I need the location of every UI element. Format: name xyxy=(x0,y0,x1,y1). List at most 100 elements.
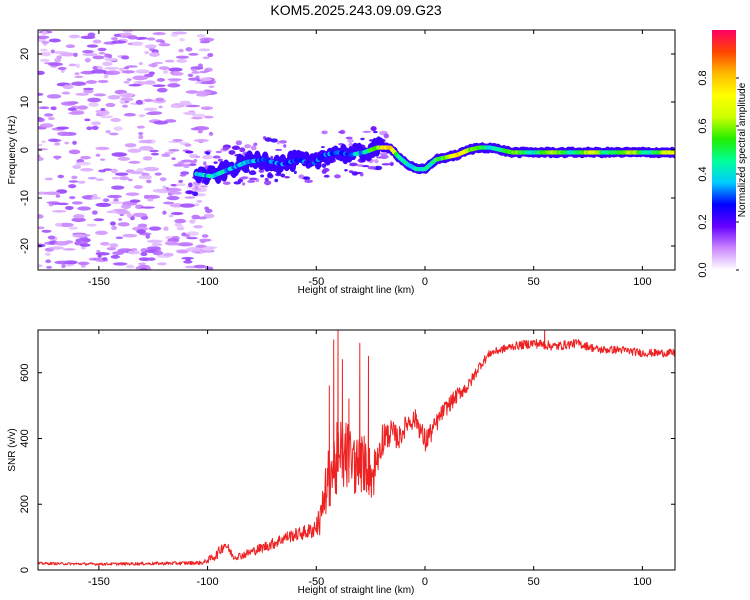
spectrogram-noise-blob xyxy=(40,51,51,57)
spectrogram-noise-blob xyxy=(50,106,57,111)
spectrogram-noise-blob xyxy=(117,222,130,227)
spectrogram-noise-blob xyxy=(170,104,180,108)
spectrogram-noise-blob xyxy=(174,218,187,224)
spectrogram-noise-blob xyxy=(380,154,389,160)
spectrogram-noise-blob xyxy=(51,139,62,142)
spectrogram-noise-blob xyxy=(248,177,258,181)
spectrogram-noise-blob xyxy=(356,164,364,167)
spectrogram-noise-blob xyxy=(173,163,185,167)
spectrogram-noise-blob xyxy=(38,156,44,162)
spectrogram-noise-blob xyxy=(184,196,196,199)
spectrogram-noise-blob xyxy=(258,169,265,173)
spectrogram-noise-blob xyxy=(240,176,249,179)
spectrogram-noise-blob xyxy=(126,213,132,218)
spectrogram-noise-blob xyxy=(138,139,153,144)
spectrogram-ytick-label: 20 xyxy=(19,48,31,60)
spectrogram-noise-blob xyxy=(196,200,203,203)
spectrogram-noise-blob xyxy=(279,140,287,144)
spectrogram-noise-blob xyxy=(104,57,118,62)
spectrogram-noise-blob xyxy=(115,236,123,240)
spectrogram-noise-blob xyxy=(74,72,80,76)
spectrogram-noise-blob xyxy=(61,91,71,95)
spectrogram-noise-blob xyxy=(45,252,51,256)
spectrogram-noise-blob xyxy=(146,37,156,41)
spectrogram-ridge xyxy=(193,136,675,186)
spectrogram-noise-blob xyxy=(111,185,125,190)
spectrogram-noise-blob xyxy=(86,44,99,48)
spectrogram-xtick-label: -150 xyxy=(88,276,110,288)
spectrogram-noise-blob xyxy=(132,212,148,218)
spectrogram-noise-blob xyxy=(92,193,98,198)
spectrogram-noise-blob xyxy=(153,120,169,125)
spectrogram-noise-blob xyxy=(150,152,160,156)
spectrogram-noise-blob xyxy=(107,94,121,100)
spectrogram-noise-blob xyxy=(185,247,202,252)
spectrogram-noise-blob xyxy=(110,168,118,174)
spectrogram-noise-blob xyxy=(199,250,206,254)
spectrogram-noise-blob xyxy=(75,161,91,166)
spectrogram-noise-blob xyxy=(95,178,104,182)
spectrogram-noise-blob xyxy=(41,30,48,36)
spectrogram-noise-blob xyxy=(180,171,190,175)
spectrogram-noise-blob xyxy=(54,222,62,227)
spectrogram-noise-blob xyxy=(176,250,189,254)
spectrogram-noise-blob xyxy=(140,267,148,270)
colorbar-tick-label: 0.2 xyxy=(697,214,709,229)
spectrogram-noise-blob xyxy=(176,59,187,63)
snr-ytick-label: 0 xyxy=(19,567,31,573)
spectrogram-noise-blob xyxy=(138,146,154,151)
spectrogram-noise-blob xyxy=(199,185,208,188)
spectrogram-noise-blob xyxy=(95,230,108,236)
spectrogram-noise-blob xyxy=(192,113,206,118)
colorbar-tick-label: 0.4 xyxy=(697,166,709,181)
spectrogram-noise-blob xyxy=(110,118,122,123)
spectrogram-noise-blob xyxy=(370,126,377,132)
spectrogram-noise-blob xyxy=(98,169,107,173)
spectrogram-noise-blob xyxy=(53,51,69,54)
spectrogram-noise-blob xyxy=(143,166,160,172)
spectrogram-noise-blob xyxy=(205,151,211,155)
spectrogram-noise-blob xyxy=(162,185,167,190)
spectrogram-noise-blob xyxy=(97,47,107,52)
snr-xtick-label: -100 xyxy=(197,576,219,588)
spectrogram-noise-blob xyxy=(260,174,265,178)
spectrogram-noise-blob xyxy=(124,201,133,204)
spectrogram-noise-blob xyxy=(95,146,110,151)
spectrogram-noise-blob xyxy=(124,143,137,148)
spectrogram-noise-blob xyxy=(41,140,46,143)
spectrogram-noise-blob xyxy=(138,132,144,136)
spectrogram-noise-blob xyxy=(334,174,341,179)
spectrogram-noise-blob xyxy=(253,142,258,146)
spectrogram-noise-blob xyxy=(128,84,142,87)
spectrogram-noise-blob xyxy=(151,242,163,247)
spectrogram-noise-blob xyxy=(64,141,70,145)
spectrogram-noise-blob xyxy=(182,111,196,116)
spectrogram-noise-blob xyxy=(175,183,186,187)
spectrogram-noise-blob xyxy=(367,165,377,170)
spectrogram-noise-blob xyxy=(186,231,200,236)
snr-ylabel: SNR (v/v) xyxy=(7,428,18,471)
snr-frame xyxy=(37,329,676,571)
spectrogram-noise-blob xyxy=(129,170,145,175)
spectrogram-noise-blob xyxy=(199,77,213,82)
spectrogram-noise-blob xyxy=(168,67,183,72)
spectrogram-noise-blob xyxy=(54,260,70,265)
spectrogram-noise-blob xyxy=(127,178,133,182)
snr-ytick-label: 400 xyxy=(19,429,31,447)
spectrogram-noise-blob xyxy=(147,257,156,261)
spectrogram-noise-blob xyxy=(185,104,201,108)
spectrogram-noise-blob xyxy=(80,246,87,250)
spectrogram-noise-blob xyxy=(193,224,204,229)
spectrogram-noise-blob xyxy=(158,105,163,109)
spectrogram-noise-blob xyxy=(91,69,107,74)
spectrogram-ridge-core xyxy=(671,150,675,155)
snr-xlabel: Height of straight line (km) xyxy=(298,585,415,596)
spectrogram-noise-blob xyxy=(82,87,94,91)
colorbar-gradient xyxy=(712,30,736,270)
spectrogram-noise-blob xyxy=(178,179,184,183)
spectrogram-noise-blob xyxy=(171,157,176,161)
spectrogram-noise-blob xyxy=(44,177,54,181)
spectrogram-noise-blob xyxy=(202,56,210,60)
spectrogram-noise-blob xyxy=(144,51,149,55)
spectrogram-noise-blob xyxy=(158,66,170,70)
